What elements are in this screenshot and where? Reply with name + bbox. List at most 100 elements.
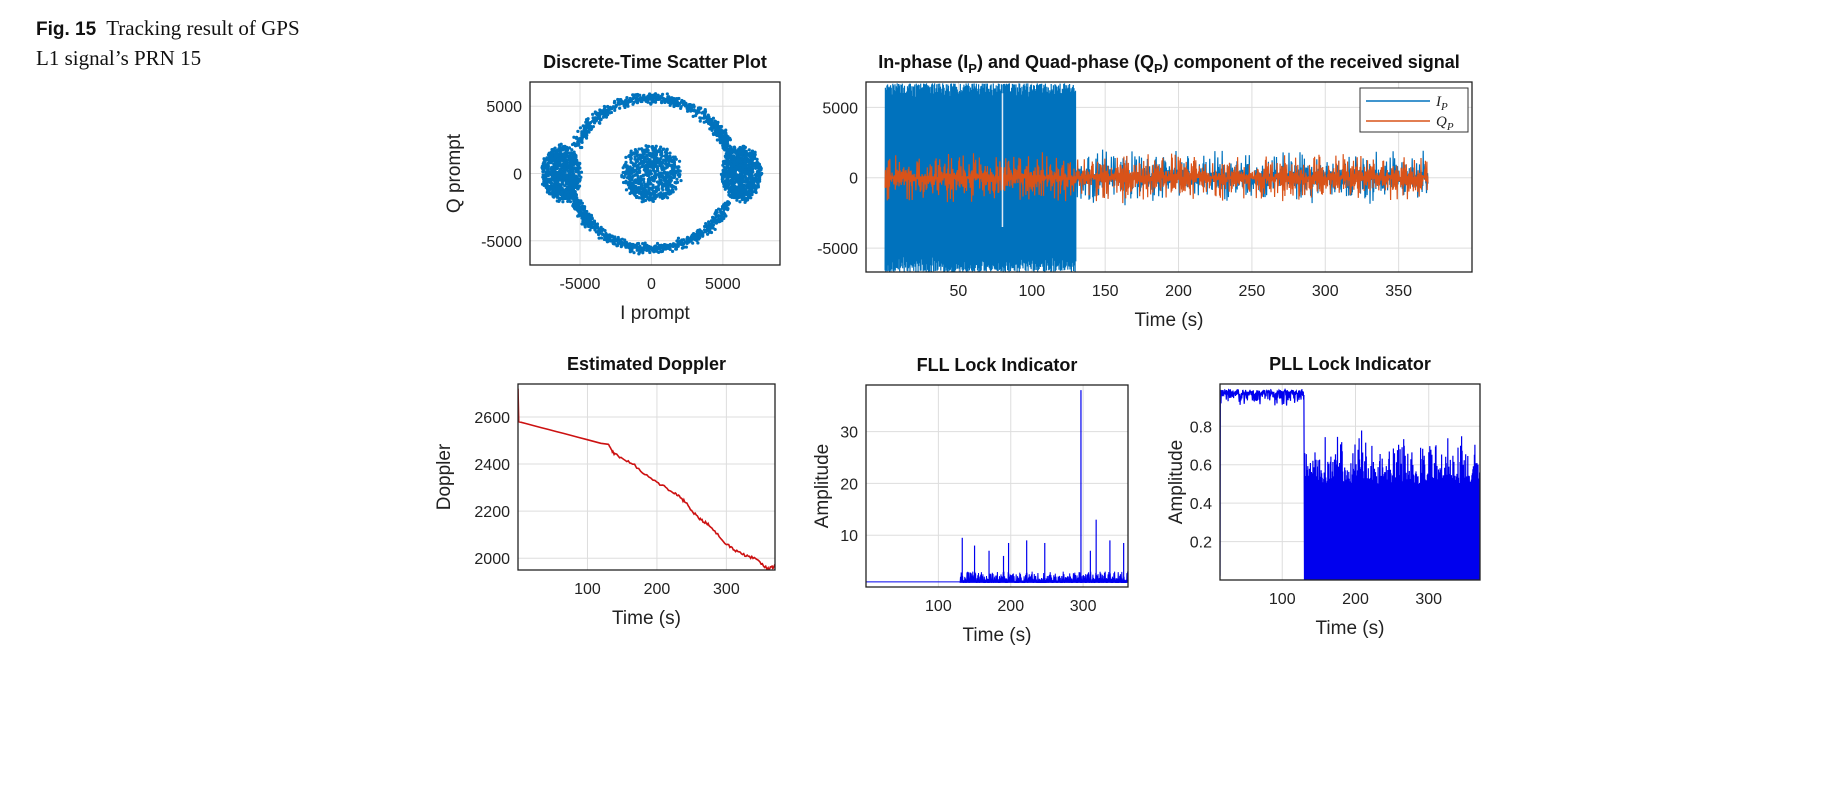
scatter-point	[742, 196, 747, 200]
scatter-point	[570, 156, 574, 160]
scatter-point	[653, 196, 657, 201]
scatter-point	[555, 199, 559, 203]
scatter-point	[642, 180, 646, 184]
scatter-point	[544, 185, 548, 189]
scatter-point	[760, 171, 764, 176]
y-tick-label: 0.2	[1190, 535, 1212, 552]
x-tick-label: 5000	[705, 276, 741, 293]
x-axis-label: I prompt	[620, 303, 690, 324]
scatter-point	[752, 186, 756, 190]
scatter-point	[589, 213, 594, 217]
scatter-point	[549, 181, 553, 185]
scatter-point	[632, 100, 636, 105]
scatter-point	[559, 142, 563, 146]
scatter-point	[738, 159, 742, 163]
scatter-point	[626, 174, 631, 179]
scatter-point	[620, 175, 624, 179]
scatter-point	[676, 236, 681, 240]
scatter-point	[595, 226, 599, 230]
scatter-point	[562, 196, 566, 201]
x-tick-label: 300	[713, 581, 740, 598]
scatter-point	[579, 137, 583, 142]
scatter-point	[642, 93, 646, 97]
scatter-point	[574, 180, 578, 184]
scatter-point	[549, 187, 553, 191]
y-tick-label: 10	[840, 528, 858, 545]
scatter-point	[685, 240, 689, 244]
scatter-point	[593, 116, 597, 120]
scatter-point	[578, 199, 582, 203]
scatter-point	[640, 249, 644, 253]
y-tick-label: 5000	[486, 99, 522, 116]
scatter-point	[741, 155, 745, 159]
scatter-point	[677, 96, 681, 101]
scatter-point	[624, 160, 628, 164]
scatter-point	[635, 101, 640, 105]
scatter-point	[674, 157, 678, 161]
y-axis-label: Doppler	[434, 443, 455, 510]
scatter-point	[635, 248, 639, 252]
scatter-point	[562, 158, 567, 162]
scatter-point	[576, 214, 580, 218]
y-axis-label: Q prompt	[444, 133, 465, 213]
scatter-point	[741, 145, 745, 150]
scatter-point	[696, 241, 700, 245]
scatter-point	[648, 250, 652, 255]
scatter-point	[647, 190, 651, 194]
scatter-point	[711, 132, 716, 137]
scatter-point	[641, 152, 645, 156]
scatter-point	[644, 99, 648, 103]
scatter-point	[752, 183, 756, 187]
scatter-point	[680, 243, 684, 247]
scatter-point	[753, 150, 757, 154]
scatter-point	[744, 156, 749, 160]
scatter-point	[692, 103, 696, 107]
scatter-point	[652, 245, 656, 249]
scatter-point	[730, 167, 734, 171]
x-tick-label: 100	[1018, 283, 1045, 300]
scatter-point	[620, 101, 624, 106]
fll-line	[866, 571, 1128, 584]
caption-line1: Tracking result of GPS	[106, 16, 300, 40]
scatter-point	[733, 167, 737, 171]
y-tick-label: 0	[513, 167, 522, 184]
scatter-point	[616, 235, 620, 240]
scatter-point	[630, 185, 635, 189]
scatter-point	[550, 168, 554, 172]
scatter-point	[704, 230, 708, 234]
x-tick-label: 150	[1092, 283, 1119, 300]
scatter-point	[625, 168, 630, 172]
scatter-point	[609, 110, 614, 115]
scatter-point	[701, 231, 705, 235]
scatter-point	[707, 230, 711, 234]
scatter-point	[735, 179, 739, 183]
scatter-point	[629, 160, 633, 164]
scatter-point	[725, 169, 729, 173]
scatter-point	[743, 180, 748, 184]
scatter-point	[717, 216, 721, 221]
scatter-point	[720, 179, 725, 184]
scatter-point	[623, 172, 628, 176]
scatter-point	[712, 220, 716, 224]
scatter-point	[549, 158, 553, 162]
scatter-point	[547, 171, 551, 175]
scatter-point	[677, 172, 682, 176]
scatter-point	[724, 207, 728, 211]
scatter-point	[758, 175, 762, 179]
scatter-point	[556, 174, 560, 179]
scatter-point	[750, 164, 754, 168]
scatter-point	[746, 195, 751, 199]
x-axis-label: Time (s)	[612, 608, 681, 629]
scatter-point	[557, 170, 561, 174]
scatter-point	[638, 93, 642, 97]
scatter-point	[677, 240, 682, 245]
scatter-point	[543, 178, 547, 182]
y-tick-label: 2400	[474, 457, 510, 474]
scatter-point	[749, 167, 753, 171]
scatter-point	[740, 174, 744, 179]
scatter-point	[726, 135, 730, 139]
scatter-point	[687, 106, 691, 110]
scatter-point	[578, 126, 583, 130]
scatter-point	[733, 195, 737, 199]
caption-line2: L1 signal’s PRN 15	[36, 46, 202, 70]
